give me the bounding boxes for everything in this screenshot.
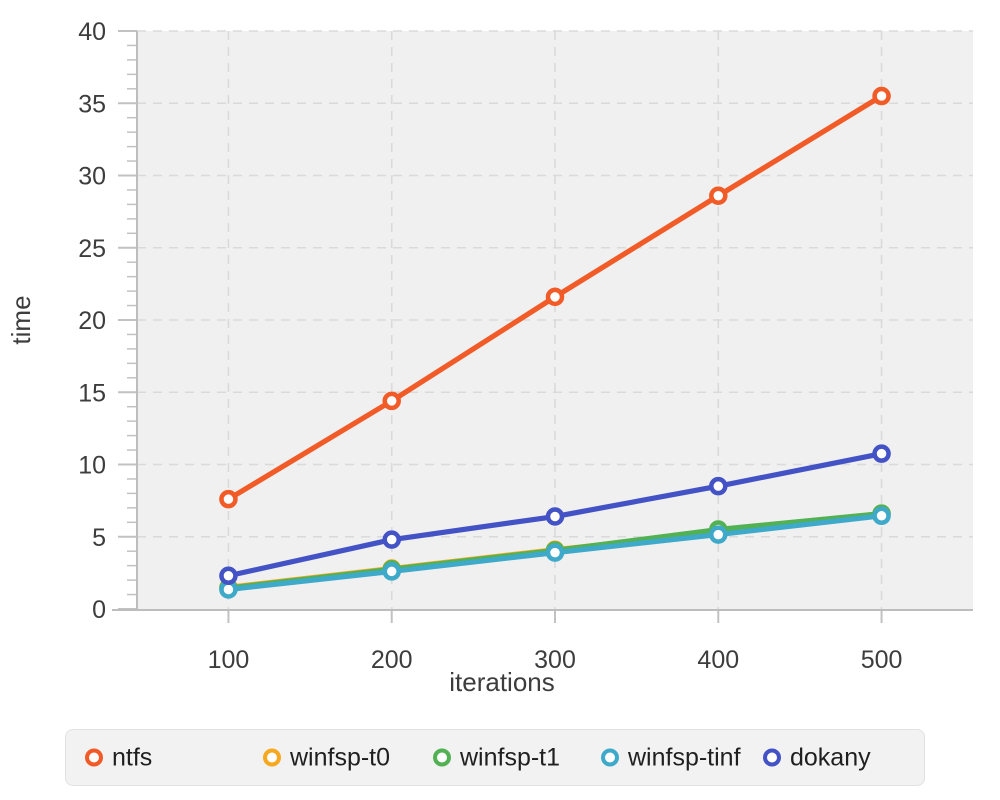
- dokany-marker-icon: [763, 748, 781, 767]
- x-tick-label: 500: [861, 646, 903, 674]
- data-point-marker-dokany: [709, 476, 728, 496]
- data-point-marker-ntfs: [219, 489, 238, 509]
- ntfs-marker-icon: [85, 748, 103, 767]
- x-axis-title: iterations: [449, 667, 555, 697]
- data-point-marker-winfsp-tinf: [382, 562, 401, 581]
- data-point-marker-winfsp-tinf: [872, 506, 891, 526]
- data-point-marker-dokany: [382, 530, 401, 549]
- y-tick-label: 5: [92, 524, 106, 552]
- legend-item-winfsp-tinf[interactable]: winfsp-tinf: [601, 743, 741, 772]
- data-point-marker-winfsp-tinf: [709, 525, 728, 544]
- legend-item-ntfs[interactable]: ntfs: [85, 743, 152, 772]
- y-tick-label: 15: [78, 379, 106, 407]
- y-tick-label: 30: [78, 163, 106, 191]
- y-axis-title: time: [6, 295, 36, 344]
- y-tick-label: 35: [78, 90, 106, 118]
- winfsp-t1-marker-icon: [433, 748, 451, 767]
- y-tick-label: 10: [78, 452, 106, 480]
- data-point-marker-dokany: [545, 507, 565, 526]
- legend-label: winfsp-tinf: [628, 743, 741, 771]
- winfsp-t0-marker-icon: [263, 748, 281, 767]
- legend-item-winfsp-t1[interactable]: winfsp-t1: [433, 743, 560, 772]
- legend-label: winfsp-t0: [290, 743, 391, 771]
- data-point-marker-ntfs: [709, 186, 728, 205]
- legend-label: winfsp-t1: [460, 743, 561, 771]
- chart-legend: ntfs winfsp-t0 winfsp-t1 winfsp-tinf dok…: [65, 729, 925, 786]
- y-tick-label: 25: [78, 235, 106, 263]
- y-tick-label: 0: [92, 596, 106, 624]
- legend-label: dokany: [790, 743, 871, 771]
- line-chart: 100 200 300 400 500 0 5 10 15 20 25 30 35 40 time ite…: [6, 18, 973, 697]
- data-point-marker-winfsp-tinf: [545, 543, 565, 562]
- x-tick-label: 300: [534, 646, 576, 674]
- legend-item-winfsp-t0[interactable]: winfsp-t0: [263, 743, 390, 772]
- data-point-marker-dokany: [219, 566, 238, 586]
- legend-item-dokany[interactable]: dokany: [763, 743, 871, 772]
- data-point-marker-ntfs: [872, 86, 891, 106]
- data-point-marker-ntfs: [545, 287, 565, 307]
- x-tick-label: 200: [371, 646, 413, 674]
- x-tick-label: 400: [697, 646, 739, 674]
- y-tick-label: 40: [78, 18, 106, 46]
- x-tick-label: 100: [208, 646, 250, 674]
- data-point-marker-ntfs: [382, 391, 401, 411]
- winfsp-tinf-marker-icon: [601, 748, 619, 767]
- plot-area: 100 200 300 400 500 0 5 10 15 20 25 30 35 40: [78, 18, 973, 674]
- data-point-marker-dokany: [872, 444, 891, 463]
- legend-label: ntfs: [112, 743, 153, 771]
- y-tick-label: 20: [78, 307, 106, 335]
